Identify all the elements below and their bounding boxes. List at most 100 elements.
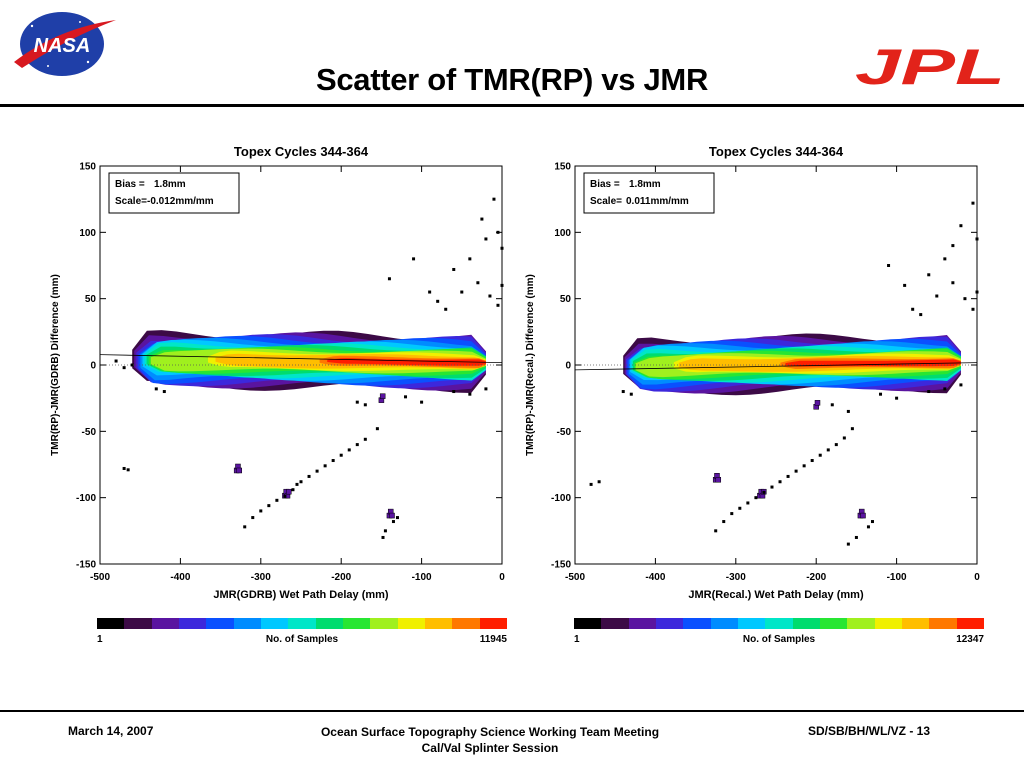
outlier-point: [830, 403, 834, 407]
outlier-point: [850, 427, 854, 431]
outlier-cluster-point: [379, 393, 386, 399]
footer-date: March 14, 2007: [68, 724, 154, 738]
colorbar-strip: [574, 618, 984, 629]
footer-meeting-line1: Ocean Surface Topography Science Working…: [320, 725, 660, 739]
outlier-point: [846, 542, 850, 546]
y-tick-label: 50: [85, 294, 97, 305]
outlier-point: [122, 366, 126, 370]
colorbar-swatch: [819, 618, 848, 629]
footer-page: SD/SB/BH/WL/VZ - 13: [808, 724, 931, 738]
outlier-point: [879, 392, 883, 396]
x-tick-label: -400: [645, 572, 665, 583]
outlier-point: [887, 264, 891, 267]
outlier-point: [959, 224, 963, 228]
outlier-point: [963, 297, 967, 301]
outlier-point: [951, 281, 955, 285]
y-tick-label: -150: [76, 560, 96, 571]
outlier-point: [754, 496, 758, 500]
y-tick-label: -100: [76, 493, 96, 504]
colorbar-swatch: [737, 618, 766, 629]
fit-line: [99, 354, 503, 364]
x-tick-label: -200: [806, 572, 826, 583]
y-tick-label: -100: [551, 493, 571, 504]
outlier-point: [975, 237, 979, 241]
colorbar-swatch: [206, 618, 234, 629]
outlier-point: [295, 482, 299, 486]
y-tick-label: 50: [560, 294, 572, 305]
footer-divider: [0, 710, 1024, 712]
colorbar-right: 1 No. of Samples 12347: [574, 618, 984, 648]
y-axis-label: TMR(RP)-JMR(GDRB) Difference (mm): [50, 274, 61, 456]
outlier-point: [476, 281, 480, 285]
outlier-point: [770, 485, 774, 489]
outlier-point: [492, 197, 496, 201]
jpl-logo: JPL: [855, 42, 1005, 88]
outlier-point: [283, 494, 287, 498]
outlier-point: [484, 237, 488, 241]
footer-meeting: Ocean Surface Topography Science Working…: [250, 724, 730, 756]
outlier-point: [935, 294, 939, 298]
outlier-point: [154, 387, 158, 391]
outlier-point: [347, 448, 351, 452]
colorbar-swatch: [628, 618, 656, 629]
footer-meeting-line2: Cal/Val Splinter Session: [421, 741, 559, 755]
outlier-point: [339, 453, 343, 457]
outlier-point: [460, 290, 464, 294]
colorbar-swatch: [124, 618, 152, 629]
colorbar-swatch: [479, 618, 507, 629]
colorbar-swatch: [765, 618, 793, 629]
y-tick-label: 0: [565, 361, 571, 372]
fit-annotation-box: Bias = 1.8mm Scale= 0.011mm/mm: [583, 172, 715, 214]
outlier-point: [275, 498, 279, 502]
outlier-point: [130, 363, 134, 367]
outlier-point: [315, 469, 319, 473]
outlier-point: [428, 290, 432, 294]
outlier-point: [162, 390, 166, 394]
outlier-point: [818, 453, 822, 457]
outlier-cluster-point: [389, 512, 395, 519]
slide-title: Scatter of TMR(RP) vs JMR: [315, 62, 709, 97]
outlier-point: [746, 501, 750, 505]
outlier-point: [951, 244, 955, 248]
outlier-point: [794, 469, 798, 473]
x-tick-label: -400: [170, 572, 190, 583]
x-tick-label: -200: [331, 572, 351, 583]
nasa-logo: NASA: [14, 12, 116, 76]
outlier-point: [291, 488, 295, 492]
colorbar-min-label: 1: [97, 634, 103, 645]
title-divider: [0, 104, 1024, 107]
outlier-point: [786, 474, 790, 478]
outlier-point: [870, 520, 874, 524]
x-tick-label: -500: [565, 572, 585, 583]
outlier-point: [412, 257, 416, 261]
outlier-point: [919, 313, 923, 317]
y-tick-label: 0: [90, 361, 96, 372]
colorbar-swatch: [370, 618, 398, 629]
outlier-point: [122, 466, 126, 470]
outlier-point: [496, 303, 500, 307]
outlier-point: [404, 395, 408, 399]
outlier-point: [126, 468, 130, 472]
x-tick-label: -500: [90, 572, 110, 583]
bias-value: 1.8mm: [154, 179, 186, 190]
colorbar-swatch: [97, 618, 125, 629]
outlier-point: [480, 217, 484, 221]
colorbar-swatch: [452, 618, 480, 629]
outlier-point: [363, 437, 367, 441]
y-tick-label: 150: [554, 162, 571, 173]
colorbar-swatch: [956, 618, 984, 629]
bias-label: Bias =: [115, 179, 145, 190]
y-axis-label: TMR(RP)-JMR(Recal.) Difference (mm): [525, 274, 536, 456]
outlier-point: [383, 529, 387, 533]
outlier-point: [323, 464, 327, 468]
outlier-point: [927, 390, 931, 394]
y-tick-label: 100: [79, 228, 96, 239]
outlier-point: [331, 459, 335, 463]
outlier-point: [730, 512, 734, 516]
outlier-point: [114, 359, 118, 363]
outlier-point: [895, 396, 899, 400]
outlier-point: [826, 448, 830, 452]
colorbar-swatch: [233, 618, 261, 629]
fit-line: [574, 362, 978, 371]
outlier-point: [714, 529, 718, 533]
